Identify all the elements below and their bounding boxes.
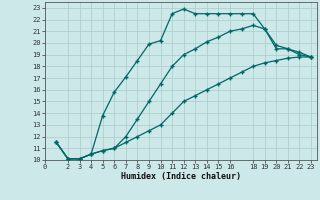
- X-axis label: Humidex (Indice chaleur): Humidex (Indice chaleur): [121, 172, 241, 181]
